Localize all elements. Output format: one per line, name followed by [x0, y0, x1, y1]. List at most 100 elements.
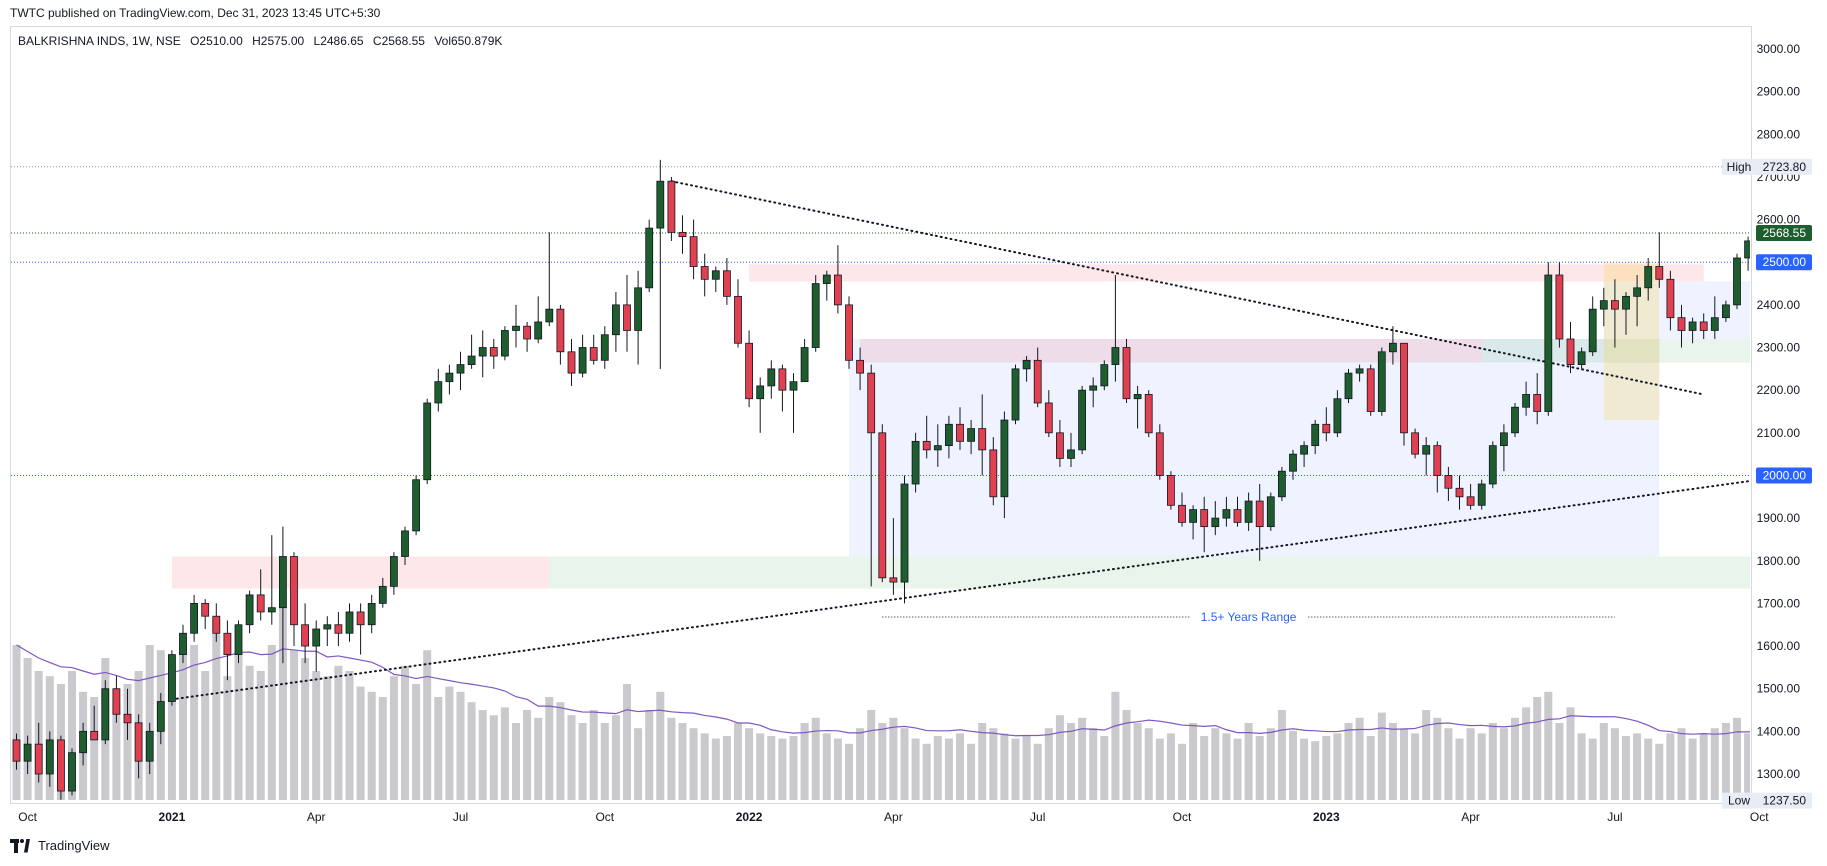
volume-bar: [1721, 723, 1730, 800]
candle: [856, 347, 864, 391]
candle-body: [1100, 364, 1109, 387]
volume-bar: [1178, 743, 1186, 800]
volume-bar: [967, 743, 976, 800]
y-tick-label: 2200.00: [1757, 383, 1801, 397]
price-label-bg: [1756, 467, 1812, 484]
candle-body: [456, 364, 465, 374]
brand-footer[interactable]: TradingView: [10, 838, 110, 853]
candle: [1211, 501, 1220, 536]
price-label-tag-bg: [1722, 792, 1756, 809]
candle: [811, 275, 820, 352]
candle-body: [45, 739, 54, 775]
candle-body: [811, 283, 820, 348]
candle: [312, 620, 321, 672]
candle-body: [401, 530, 409, 557]
candle: [1588, 296, 1597, 357]
candle-body: [1189, 509, 1197, 523]
candle-body: [1588, 308, 1597, 353]
candle: [79, 722, 87, 766]
candle-body: [1400, 342, 1408, 434]
candle: [556, 304, 565, 365]
candle-body: [822, 274, 831, 284]
volume-bar: [734, 723, 742, 800]
volume-bar: [323, 676, 332, 800]
candle: [1111, 275, 1120, 382]
volume-bar: [1155, 738, 1164, 800]
candle: [1366, 364, 1375, 416]
candle: [1389, 326, 1397, 365]
candle-body: [12, 739, 21, 762]
candle-body: [1289, 453, 1297, 472]
candle: [534, 296, 543, 344]
volume-bar: [856, 728, 865, 800]
candle: [234, 620, 243, 664]
volume-bar: [745, 728, 754, 800]
x-tick-label: Jul: [1607, 810, 1622, 824]
volume-bar: [1255, 736, 1264, 800]
candle-body: [1566, 338, 1575, 365]
candle-body: [756, 385, 765, 400]
volume-ma-line: [16, 644, 1750, 737]
candle: [711, 266, 720, 293]
candle: [1699, 313, 1708, 339]
volume-bar: [589, 710, 598, 800]
candle: [334, 611, 343, 647]
candle: [145, 722, 154, 774]
volume-bar: [290, 650, 298, 800]
candle-body: [489, 347, 498, 357]
candle-body: [545, 308, 554, 323]
volume-bar: [1577, 733, 1586, 800]
y-tick-label: 2800.00: [1757, 127, 1801, 141]
volume-bar: [778, 738, 787, 800]
volume-bar: [212, 619, 221, 800]
candle: [34, 722, 43, 783]
candle: [267, 535, 276, 625]
zone-box-3: [860, 339, 1482, 363]
candle: [278, 526, 287, 664]
candle: [1710, 296, 1719, 339]
candle-body: [1233, 509, 1242, 523]
candle-body: [578, 347, 587, 374]
volume-bar: [1366, 736, 1375, 800]
candle: [1222, 496, 1231, 527]
candle: [1633, 275, 1641, 327]
volume-bar: [301, 658, 310, 800]
candle: [978, 394, 987, 476]
ohlc-volume: Vol650.879K: [434, 34, 503, 48]
candle-body: [645, 227, 654, 289]
candle-body: [1011, 368, 1020, 421]
candle-body: [512, 325, 520, 331]
volume-bar: [1166, 733, 1175, 800]
candle-body: [323, 624, 332, 630]
volume-bar: [1622, 736, 1630, 800]
candle-body: [1377, 351, 1386, 412]
volume-bar: [356, 686, 365, 800]
candle: [1400, 342, 1408, 446]
volume-bar: [1311, 741, 1320, 800]
candle-body: [834, 274, 842, 306]
candle-body: [900, 483, 909, 583]
candle-body: [412, 479, 421, 532]
volume-bar: [1266, 728, 1275, 800]
candle: [345, 603, 354, 642]
candle: [1233, 496, 1242, 527]
candle-body: [745, 342, 753, 400]
volume-bar: [1610, 728, 1619, 800]
symbol-name: BALKRISHNA INDS, 1W, NSE: [18, 34, 181, 48]
candle-body: [345, 611, 354, 634]
volume-bar: [123, 684, 132, 800]
y-tick-label: 2400.00: [1757, 298, 1801, 312]
candle: [933, 424, 942, 467]
volume-bar: [1455, 738, 1464, 800]
volume-bar: [1599, 723, 1608, 800]
candle-body: [278, 556, 287, 609]
candle-body: [1255, 500, 1264, 528]
candle: [578, 334, 587, 378]
chart-frame[interactable]: [10, 26, 1752, 804]
candle-body: [312, 628, 321, 647]
candle: [867, 364, 876, 587]
candle: [45, 731, 54, 787]
candle-body: [190, 603, 199, 634]
candle: [1144, 390, 1153, 438]
